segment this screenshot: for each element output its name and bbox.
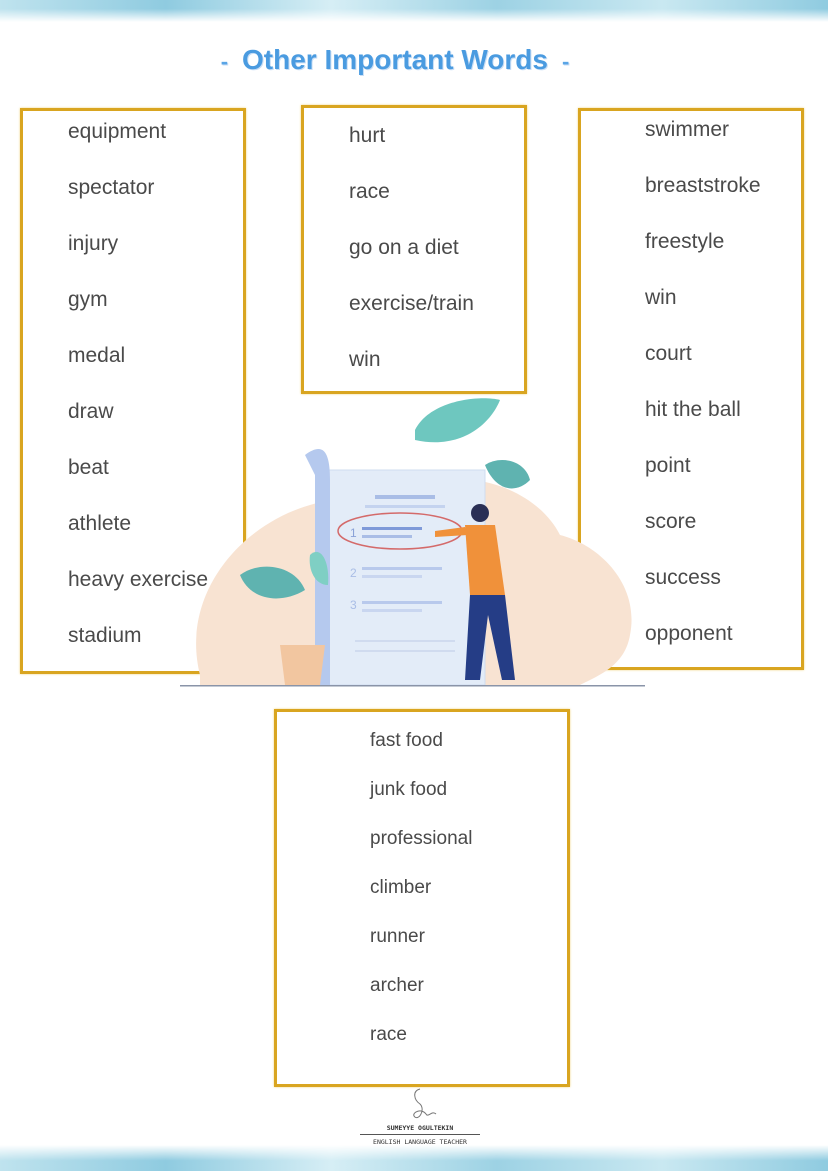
word-item: win <box>349 348 381 371</box>
middle-word-list: hurt race go on a diet exercise/train wi… <box>349 124 474 404</box>
word-item: professional <box>370 828 473 849</box>
list-number: 1 <box>350 526 357 540</box>
word-item: score <box>645 510 697 533</box>
word-item: runner <box>370 926 425 947</box>
top-decorative-band <box>0 0 828 22</box>
word-item: win <box>645 286 677 309</box>
word-item: fast food <box>370 730 443 751</box>
list-number: 2 <box>350 566 357 580</box>
signature-mark <box>413 1088 437 1118</box>
word-item: freestyle <box>645 230 725 253</box>
word-item: heavy exercise <box>68 568 209 591</box>
word-item: success <box>645 566 721 589</box>
middle-word-box <box>301 105 527 394</box>
word-item: opponent <box>645 622 733 645</box>
word-item: athlete <box>68 512 132 535</box>
word-item: draw <box>68 400 114 423</box>
page-title: - Other Important Words - <box>220 44 570 75</box>
right-word-box <box>578 108 804 670</box>
left-word-box <box>20 108 246 674</box>
right-word-list: swimmer breaststroke freestyle win court… <box>645 118 761 678</box>
teacher-name: SUMEYYE OGULTEKIN <box>360 1124 480 1135</box>
word-item: point <box>645 454 691 477</box>
word-item: climber <box>370 877 432 898</box>
word-item: court <box>645 342 692 365</box>
word-item: beat <box>68 456 109 479</box>
word-item: swimmer <box>645 118 729 141</box>
word-item: medal <box>68 344 126 367</box>
word-item: equipment <box>68 120 167 143</box>
word-item: go on a diet <box>349 236 459 259</box>
word-item: race <box>370 1024 407 1045</box>
word-item: archer <box>370 975 424 996</box>
word-item: junk food <box>370 779 448 800</box>
word-item: breaststroke <box>645 174 761 197</box>
word-item: exercise/train <box>349 292 474 315</box>
word-item: injury <box>68 232 119 255</box>
word-item: race <box>349 180 390 203</box>
word-item: hurt <box>349 124 386 147</box>
bottom-decorative-band <box>0 1145 828 1171</box>
word-item: hit the ball <box>645 398 741 421</box>
illustration: 1 2 3 <box>180 398 645 687</box>
bottom-word-list: fast food junk food professional climber… <box>370 730 472 1073</box>
word-item: stadium <box>68 624 142 647</box>
teacher-signature: SUMEYYE OGULTEKIN ENGLISH LANGUAGE TEACH… <box>360 1086 480 1146</box>
list-number: 3 <box>350 598 357 612</box>
word-item: gym <box>68 288 108 311</box>
teacher-role: ENGLISH LANGUAGE TEACHER <box>373 1138 467 1146</box>
left-word-list: equipment spectator injury gym medal dra… <box>68 120 208 680</box>
bottom-word-box <box>274 709 570 1087</box>
word-item: spectator <box>68 176 155 199</box>
